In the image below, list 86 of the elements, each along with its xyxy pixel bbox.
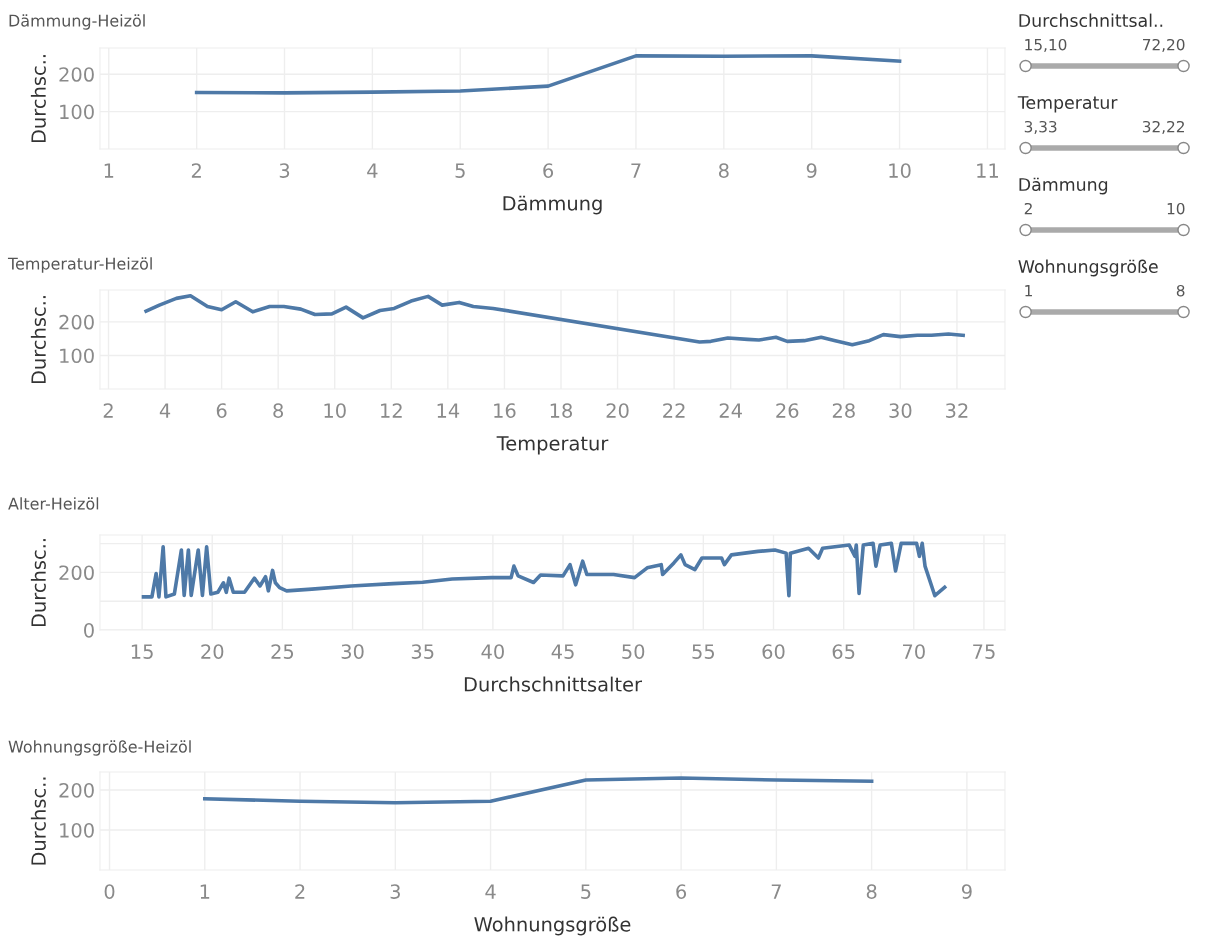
x-axis-title: Dämmung — [503, 195, 602, 215]
y-axis-title: Durchsc.. — [30, 777, 46, 865]
x-tick-label: 60 — [762, 644, 785, 659]
x-tick-label: 4 — [367, 163, 378, 178]
text: 1 — [1025, 285, 1032, 297]
x-tick-label: 35 — [411, 644, 434, 659]
x-tick-label: 14 — [437, 403, 460, 418]
x-tick-label: 10 — [889, 163, 911, 178]
line-series — [141, 541, 947, 599]
x-tick-label: 2 — [191, 163, 201, 178]
x-tick-label: 8 — [273, 403, 284, 418]
y-tick-label: 200 — [59, 565, 94, 581]
x-tick-label: 16 — [494, 403, 516, 418]
x-tick-label: 11 — [977, 163, 998, 178]
x-tick-label: 4 — [485, 884, 496, 899]
x-tick-label: 25 — [271, 644, 294, 659]
y-tick-label: 0 — [84, 622, 94, 638]
chart-title: Dämmung-Heizöl — [9, 14, 145, 30]
y-tick-label: 200 — [59, 67, 94, 82]
x-tick-label: 75 — [973, 644, 995, 659]
x-tick-label: 2 — [103, 403, 113, 418]
x-tick-label: 28 — [832, 403, 855, 418]
x-tick-label: 20 — [606, 403, 629, 418]
y-axis-title: Durchsc.. — [30, 55, 46, 143]
x-tick-label: 45 — [551, 644, 574, 659]
line-series — [144, 293, 965, 347]
x-tick-label: 7 — [771, 884, 781, 899]
x-tick-label: 3 — [390, 884, 400, 899]
x-axis-title: Wohnungsgröße — [474, 916, 631, 936]
x-tick-label: 20 — [201, 644, 224, 659]
x-tick-label: 4 — [159, 403, 171, 418]
y-tick-label: 100 — [60, 822, 94, 838]
text: Dämmung — [1019, 177, 1108, 195]
text: 72,20 — [1143, 38, 1185, 52]
text: Temperatur — [1017, 96, 1118, 113]
text: 10 — [1167, 202, 1185, 215]
x-tick-label: 3 — [279, 163, 290, 178]
text: Durchschnittsal.. — [1019, 13, 1163, 28]
text: Wohnungsgröße — [1018, 259, 1158, 277]
x-tick-label: 6 — [676, 884, 687, 899]
y-axis-title: Durchsc.. — [30, 539, 46, 627]
x-tick-label: 5 — [455, 163, 465, 178]
y-tick-label: 100 — [60, 104, 94, 120]
x-axis-title: Temperatur — [496, 436, 609, 455]
text: 8 — [1176, 284, 1185, 297]
x-tick-label: 7 — [631, 163, 641, 178]
x-axis-title: Durchschnittsalter — [464, 676, 643, 692]
x-tick-label: 30 — [341, 644, 364, 659]
y-axis-title: Durchsc.. — [30, 296, 46, 384]
x-tick-label: 10 — [324, 403, 346, 418]
x-tick-label: 40 — [481, 644, 504, 659]
text: 3,33 — [1024, 120, 1057, 134]
line-series — [194, 54, 902, 95]
x-tick-label: 32 — [946, 403, 968, 418]
y-tick-label: 200 — [59, 314, 94, 330]
y-tick-label: 100 — [60, 348, 94, 364]
x-tick-label: 1 — [200, 884, 210, 899]
text: 15,10 — [1025, 38, 1067, 52]
x-tick-label: 26 — [776, 403, 799, 418]
line-series — [202, 776, 874, 805]
x-tick-label: 65 — [832, 644, 855, 659]
text: 2 — [1024, 202, 1032, 215]
x-tick-label: 5 — [581, 884, 591, 899]
y-tick-label: 200 — [59, 782, 94, 798]
x-tick-label: 6 — [543, 163, 554, 178]
x-tick-label: 1 — [104, 163, 114, 178]
x-tick-label: 18 — [550, 403, 573, 418]
x-tick-label: 8 — [866, 884, 877, 899]
chart-title: Alter-Heizöl — [8, 497, 99, 510]
x-tick-label: 6 — [216, 403, 227, 418]
x-tick-label: 55 — [692, 644, 715, 659]
x-tick-label: 22 — [663, 403, 685, 418]
x-tick-label: 8 — [718, 163, 729, 178]
x-tick-label: 12 — [381, 403, 402, 418]
x-tick-label: 0 — [104, 884, 115, 899]
x-tick-label: 24 — [719, 403, 742, 418]
x-tick-label: 15 — [131, 644, 153, 659]
chart-title: Temperatur-Heizöl — [7, 257, 152, 273]
x-tick-label: 9 — [806, 163, 817, 178]
x-tick-label: 30 — [889, 403, 912, 418]
x-tick-label: 50 — [622, 644, 645, 659]
x-tick-label: 9 — [961, 884, 972, 899]
x-tick-label: 2 — [295, 884, 305, 899]
text: 32,22 — [1142, 120, 1184, 134]
chart-title: Wohnungsgröße-Heizöl — [8, 740, 191, 756]
x-tick-label: 70 — [903, 644, 925, 659]
